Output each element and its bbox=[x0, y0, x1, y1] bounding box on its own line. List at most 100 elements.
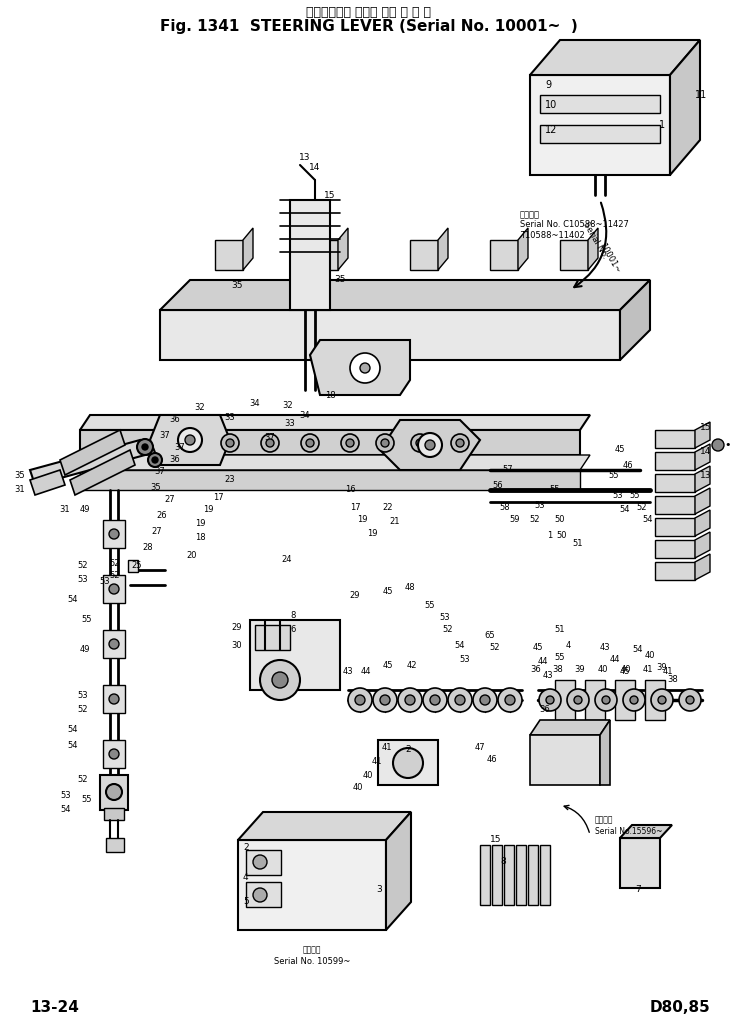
Text: 53: 53 bbox=[77, 690, 88, 700]
Text: 44: 44 bbox=[361, 668, 371, 676]
Text: 36: 36 bbox=[531, 666, 542, 674]
Text: 28: 28 bbox=[142, 543, 154, 553]
Circle shape bbox=[360, 363, 370, 372]
Polygon shape bbox=[243, 228, 253, 270]
Polygon shape bbox=[70, 450, 135, 495]
Bar bbox=[480, 845, 490, 904]
Circle shape bbox=[226, 439, 234, 447]
Text: 41: 41 bbox=[382, 744, 393, 752]
Circle shape bbox=[266, 439, 274, 447]
Text: 31: 31 bbox=[60, 505, 70, 514]
Text: 適用番号
Serial No. C10588~11427
T10588~11402: 適用番号 Serial No. C10588~11427 T10588~1140… bbox=[520, 210, 629, 240]
Circle shape bbox=[253, 855, 267, 870]
Circle shape bbox=[348, 688, 372, 712]
Circle shape bbox=[381, 439, 389, 447]
Text: 56: 56 bbox=[493, 481, 503, 490]
Text: 43: 43 bbox=[342, 668, 354, 676]
Circle shape bbox=[152, 457, 158, 463]
Text: 42: 42 bbox=[407, 661, 417, 670]
Bar bbox=[106, 838, 124, 852]
Circle shape bbox=[418, 433, 442, 457]
Bar bbox=[103, 630, 125, 658]
Bar bbox=[504, 845, 514, 904]
Polygon shape bbox=[655, 496, 695, 514]
Polygon shape bbox=[695, 422, 710, 448]
Text: 53: 53 bbox=[77, 575, 88, 584]
Polygon shape bbox=[310, 340, 410, 395]
Text: 40: 40 bbox=[353, 783, 363, 792]
Polygon shape bbox=[160, 280, 650, 310]
Circle shape bbox=[411, 434, 429, 452]
Text: 19: 19 bbox=[356, 516, 368, 525]
Text: 26: 26 bbox=[156, 510, 168, 520]
Text: 35: 35 bbox=[151, 483, 162, 492]
Polygon shape bbox=[30, 440, 145, 485]
Text: 38: 38 bbox=[668, 675, 678, 684]
Polygon shape bbox=[60, 430, 125, 475]
Text: 8: 8 bbox=[290, 610, 295, 619]
Text: 37: 37 bbox=[175, 443, 185, 453]
Text: 13-24: 13-24 bbox=[30, 1000, 79, 1016]
Text: 32: 32 bbox=[195, 403, 205, 413]
Text: 4: 4 bbox=[243, 874, 249, 883]
Bar bbox=[540, 125, 660, 143]
Text: 36: 36 bbox=[539, 706, 551, 714]
Circle shape bbox=[109, 639, 119, 649]
Text: 23: 23 bbox=[224, 475, 235, 485]
Bar bbox=[255, 625, 290, 650]
Text: 17: 17 bbox=[213, 493, 224, 501]
Text: 3: 3 bbox=[376, 886, 382, 894]
Circle shape bbox=[686, 696, 694, 704]
Polygon shape bbox=[80, 415, 590, 430]
Text: 40: 40 bbox=[363, 771, 373, 780]
Circle shape bbox=[430, 695, 440, 705]
Circle shape bbox=[448, 688, 472, 712]
Bar bbox=[246, 850, 281, 875]
Text: 53: 53 bbox=[440, 613, 450, 623]
Text: 54: 54 bbox=[67, 725, 78, 735]
Text: 54: 54 bbox=[632, 645, 644, 654]
Circle shape bbox=[651, 689, 673, 711]
Text: 45: 45 bbox=[383, 661, 393, 670]
Text: 51: 51 bbox=[573, 538, 583, 547]
Text: 40: 40 bbox=[645, 650, 655, 660]
Text: 43: 43 bbox=[542, 671, 554, 679]
Circle shape bbox=[301, 434, 319, 452]
Bar bbox=[103, 740, 125, 768]
Text: 19: 19 bbox=[195, 520, 205, 529]
Bar bbox=[555, 680, 575, 720]
Text: 37: 37 bbox=[265, 433, 275, 442]
Text: 55: 55 bbox=[81, 795, 92, 805]
Circle shape bbox=[355, 695, 365, 705]
Bar bbox=[128, 560, 138, 572]
Text: 12: 12 bbox=[545, 125, 557, 135]
Text: 49: 49 bbox=[80, 645, 90, 654]
Text: 38: 38 bbox=[553, 666, 563, 674]
Text: 11: 11 bbox=[695, 90, 707, 100]
Text: 55: 55 bbox=[550, 486, 560, 495]
Text: 41: 41 bbox=[643, 666, 653, 674]
Text: 14: 14 bbox=[700, 448, 711, 457]
Text: 45: 45 bbox=[383, 588, 393, 597]
Text: Fig. 1341  STEERING LEVER (Serial No. 10001~  ): Fig. 1341 STEERING LEVER (Serial No. 100… bbox=[160, 19, 578, 34]
Text: 41: 41 bbox=[663, 668, 673, 676]
Polygon shape bbox=[600, 720, 610, 785]
Bar bbox=[585, 680, 605, 720]
Text: 20: 20 bbox=[187, 551, 197, 560]
Text: 50: 50 bbox=[555, 516, 565, 525]
Text: 54: 54 bbox=[643, 516, 653, 525]
Text: 36: 36 bbox=[170, 456, 180, 464]
Bar bbox=[530, 735, 600, 785]
Text: 55: 55 bbox=[425, 601, 435, 609]
Text: 53: 53 bbox=[613, 491, 624, 499]
Polygon shape bbox=[530, 720, 610, 735]
Circle shape bbox=[393, 748, 423, 778]
Text: 5: 5 bbox=[243, 897, 249, 907]
Bar bbox=[378, 740, 438, 785]
Polygon shape bbox=[655, 474, 695, 492]
Text: 6: 6 bbox=[290, 626, 295, 635]
Text: 33: 33 bbox=[285, 419, 295, 427]
Text: 46: 46 bbox=[486, 755, 497, 765]
Text: 適用番号: 適用番号 bbox=[595, 816, 613, 824]
Text: 17: 17 bbox=[350, 502, 360, 511]
